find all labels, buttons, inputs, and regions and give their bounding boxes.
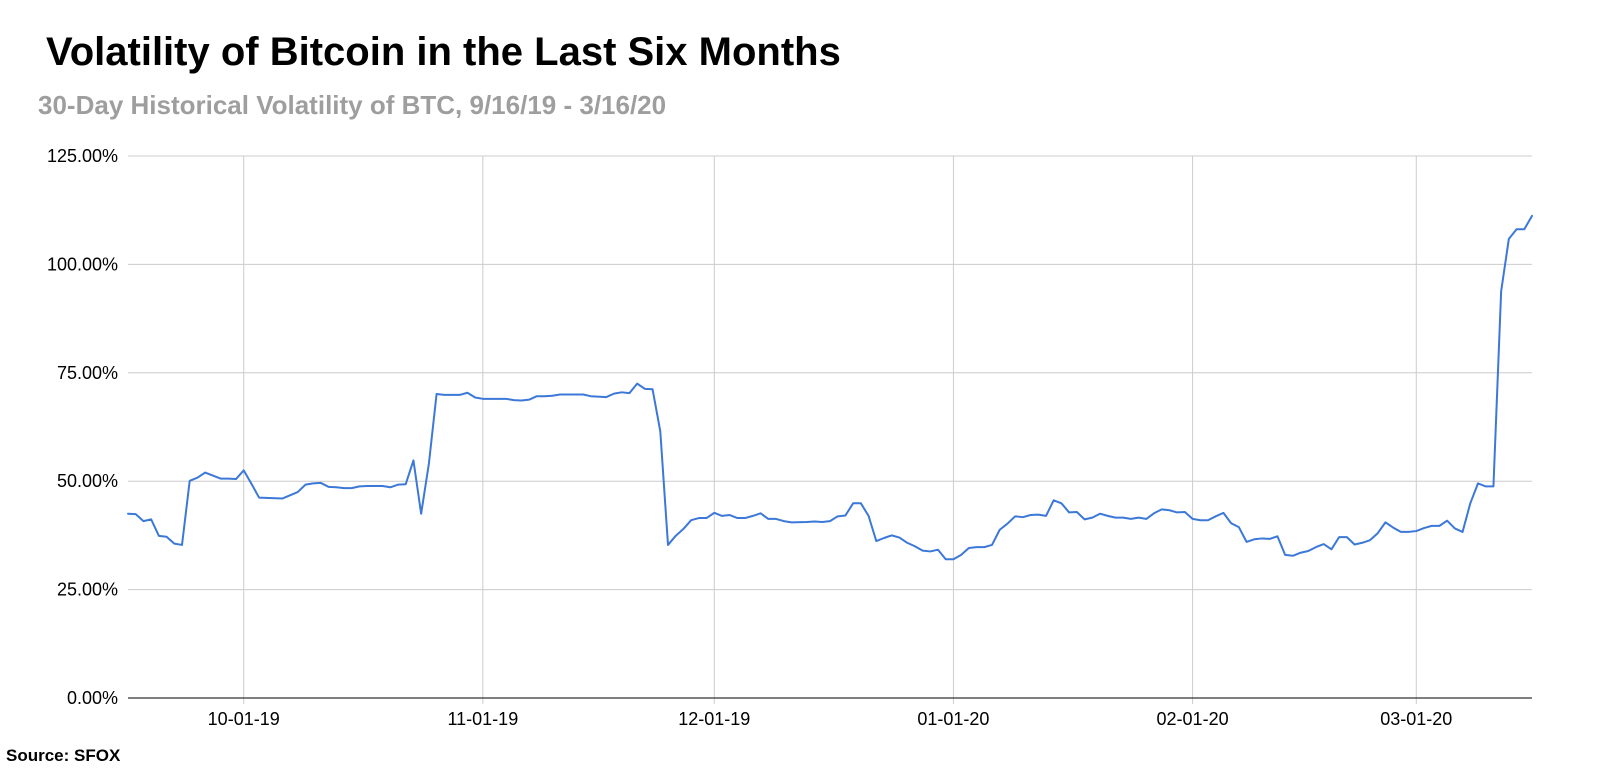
chart-title: Volatility of Bitcoin in the Last Six Mo… bbox=[46, 30, 841, 74]
x-tick-label: 12-01-19 bbox=[678, 709, 750, 729]
y-tick-label: 0.00% bbox=[67, 688, 118, 708]
chart-subtitle: 30-Day Historical Volatility of BTC, 9/1… bbox=[38, 90, 667, 120]
x-tick-label: 03-01-20 bbox=[1380, 709, 1452, 729]
grid-layer bbox=[128, 155, 1532, 704]
x-tick-label: 10-01-19 bbox=[208, 709, 280, 729]
volatility-line bbox=[127, 214, 1533, 561]
y-tick-label: 125.00% bbox=[47, 146, 118, 166]
x-tick-label: 01-01-20 bbox=[917, 709, 989, 729]
y-tick-label: 50.00% bbox=[57, 471, 118, 491]
x-tick-label: 02-01-20 bbox=[1157, 709, 1229, 729]
series-layer bbox=[127, 214, 1533, 561]
y-tick-label: 100.00% bbox=[47, 254, 118, 274]
label-layer: 0.00% 25.00% 50.00% 75.00% 100.00% 125.00% 10-… bbox=[47, 146, 1452, 729]
y-tick-label: 25.00% bbox=[57, 580, 118, 600]
source-note: Source: SFOX bbox=[6, 746, 121, 765]
y-tick-label: 75.00% bbox=[57, 363, 118, 383]
x-tick-label: 11-01-19 bbox=[447, 709, 518, 729]
